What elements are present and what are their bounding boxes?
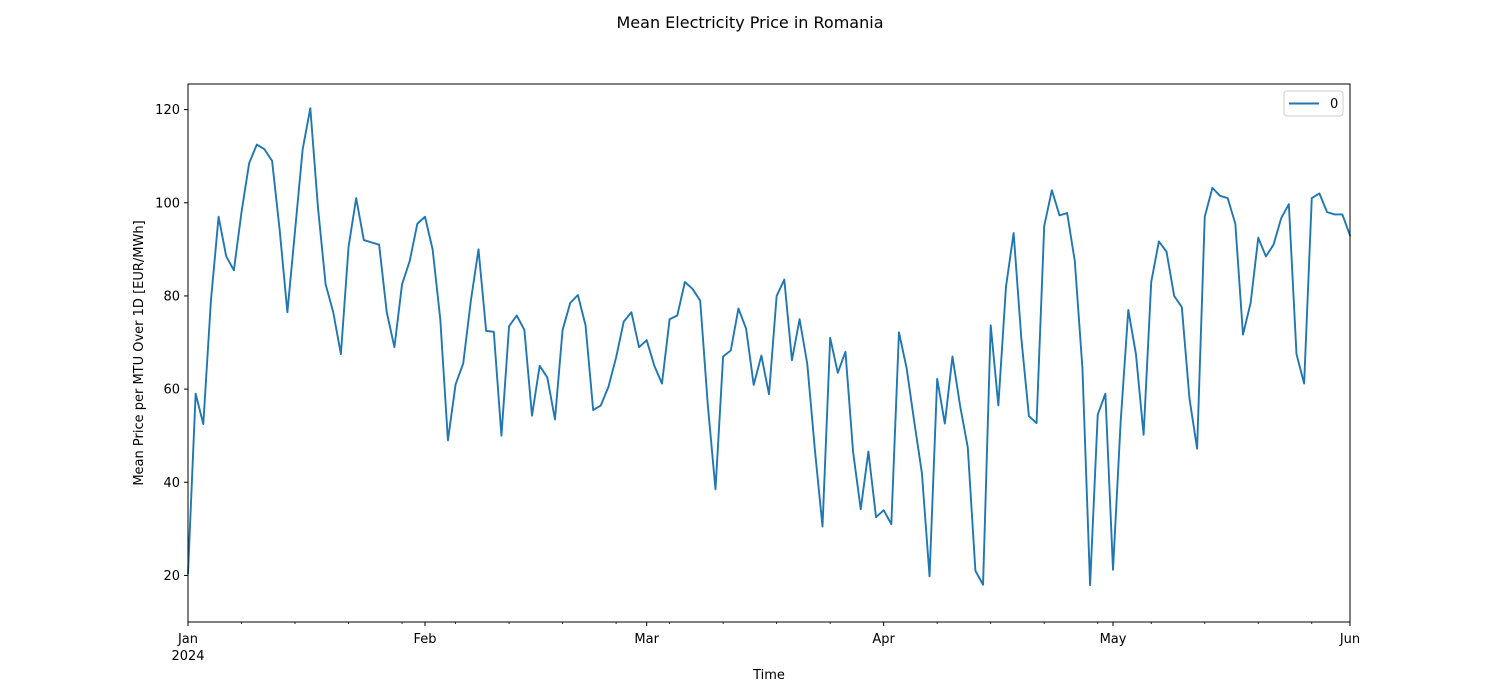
legend-label-0: 0 — [1330, 97, 1338, 112]
y-tick-label: 100 — [155, 196, 180, 211]
y-tick-label: 80 — [163, 289, 180, 304]
plot-frame — [187, 83, 1351, 623]
x-axis-ticks: Jan 2024 Feb Mar Apr May Jun — [171, 622, 1360, 664]
x-tick-sublabel: 2024 — [171, 649, 204, 664]
series-line-0 — [187, 107, 1352, 587]
y-tick-label: 120 — [155, 103, 180, 118]
x-tick-label: Mar — [634, 632, 659, 647]
plot-area — [187, 107, 1352, 587]
y-tick-label: 20 — [163, 569, 180, 584]
x-axis-title: Time — [752, 668, 785, 683]
y-axis-title: Mean Price per MTU Over 1D [EUR/MWh] — [132, 220, 147, 485]
x-tick-label: Feb — [413, 632, 436, 647]
x-tick-label: May — [1100, 632, 1127, 647]
x-tick-label: Jan — [177, 632, 198, 647]
legend: 0 — [1283, 90, 1344, 117]
chart-title: Mean Electricity Price in Romania — [617, 13, 884, 32]
y-tick-label: 40 — [163, 476, 180, 491]
x-tick-label: Apr — [872, 632, 895, 647]
y-axis-ticks: 20 40 60 80 100 120 — [155, 103, 188, 584]
x-tick-label: Jun — [1339, 632, 1360, 647]
y-tick-label: 60 — [163, 383, 180, 398]
